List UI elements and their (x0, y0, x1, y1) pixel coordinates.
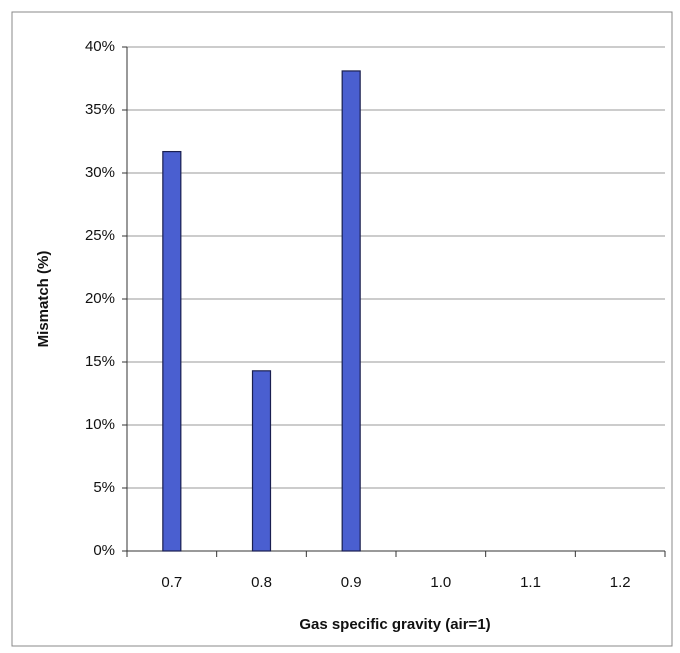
x-tick-label: 1.0 (430, 574, 451, 591)
x-tick-label: 0.7 (161, 574, 182, 591)
y-tick-label: 20% (85, 290, 115, 307)
bar (162, 150, 182, 552)
x-tick-label: 1.2 (610, 574, 631, 591)
y-axis-title: Mismatch (%) (35, 251, 52, 348)
y-tick-label: 40% (85, 38, 115, 55)
bar (251, 370, 272, 552)
y-tick-label: 0% (93, 542, 115, 559)
x-tick-label: 0.8 (251, 574, 272, 591)
y-tick-label: 15% (85, 353, 115, 370)
x-axis-title: Gas specific gravity (air=1) (299, 616, 490, 633)
y-tick-label: 5% (93, 479, 115, 496)
x-tick-label: 0.9 (341, 574, 362, 591)
y-tick-label: 25% (85, 227, 115, 244)
bar (341, 70, 361, 552)
y-tick-label: 10% (85, 416, 115, 433)
x-tick-label: 1.1 (520, 574, 541, 591)
y-tick-label: 30% (85, 164, 115, 181)
y-tick-label: 35% (85, 101, 115, 118)
